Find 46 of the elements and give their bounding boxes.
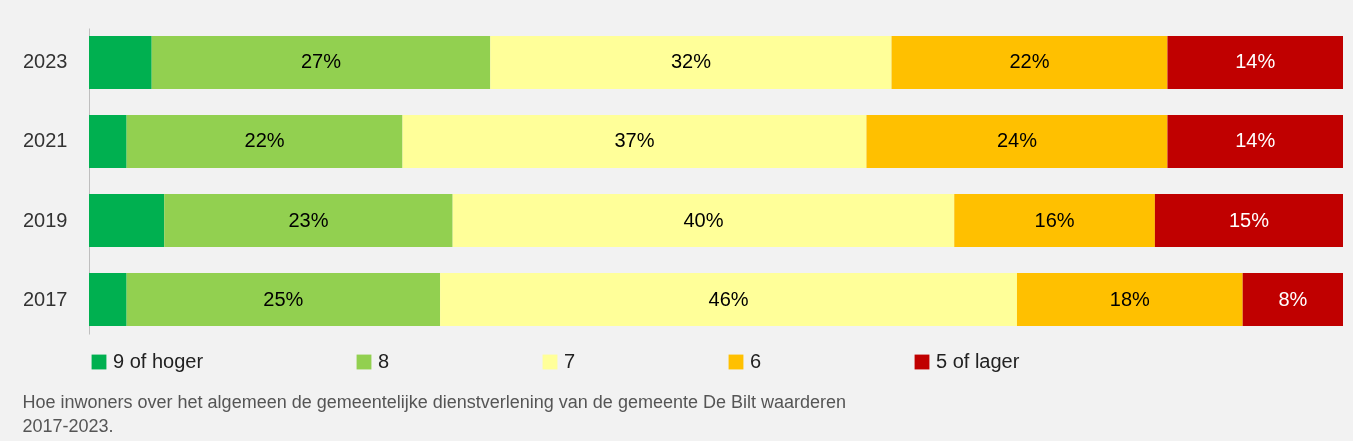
- bar: [1154, 194, 1343, 248]
- data-label: 37%: [614, 129, 655, 152]
- data-label: 22%: [244, 129, 285, 152]
- legend-label: 6: [750, 350, 762, 372]
- legend-label: 8: [378, 350, 390, 372]
- legend-label: 7: [564, 350, 576, 372]
- bar: [490, 35, 892, 89]
- bar: [126, 114, 403, 168]
- data-label: 24%: [996, 129, 1038, 152]
- y-tick-label: 2019: [23, 208, 68, 231]
- bar: [1016, 273, 1243, 327]
- bar: [151, 35, 491, 89]
- data-label: 40%: [683, 208, 724, 231]
- data-label: 15%: [1228, 208, 1270, 231]
- data-label: 16%: [1034, 208, 1075, 231]
- data-label: 18%: [1109, 287, 1151, 310]
- bar: [126, 273, 441, 327]
- bar: [866, 114, 1168, 168]
- data-label: 46%: [708, 287, 749, 310]
- bar: [89, 114, 127, 168]
- bar: [89, 35, 152, 89]
- bar: [440, 273, 1017, 327]
- bar: [452, 194, 955, 248]
- data-label: 22%: [1009, 50, 1050, 73]
- data-label: 8%: [1278, 287, 1308, 310]
- bar: [1242, 273, 1343, 327]
- data-label: 27%: [300, 50, 342, 73]
- data-label: 32%: [670, 50, 712, 73]
- y-tick-label: 2023: [23, 50, 68, 73]
- legend-label: 5 of lager: [936, 350, 1020, 372]
- bar: [1167, 114, 1343, 168]
- legend-label: 9 of hoger: [113, 350, 204, 372]
- bar: [954, 194, 1155, 248]
- data-label: 25%: [263, 287, 304, 310]
- text: Hoe inwoners over het algemeen de gemeentelijke dienstverlening van de gemeente De Bilt waarderen 2017-2023.: [22, 392, 847, 436]
- data-label: 23%: [288, 208, 329, 231]
- bar: [1167, 35, 1343, 89]
- y-tick-label: 2017: [23, 287, 68, 310]
- bar: [89, 194, 165, 248]
- bar: [164, 194, 453, 248]
- data-label: 14%: [1235, 129, 1276, 152]
- bar: [891, 35, 1168, 89]
- bar: [89, 273, 127, 327]
- y-tick-label: 2021: [23, 129, 68, 152]
- bar: [402, 114, 867, 168]
- data-label: 14%: [1235, 50, 1276, 73]
